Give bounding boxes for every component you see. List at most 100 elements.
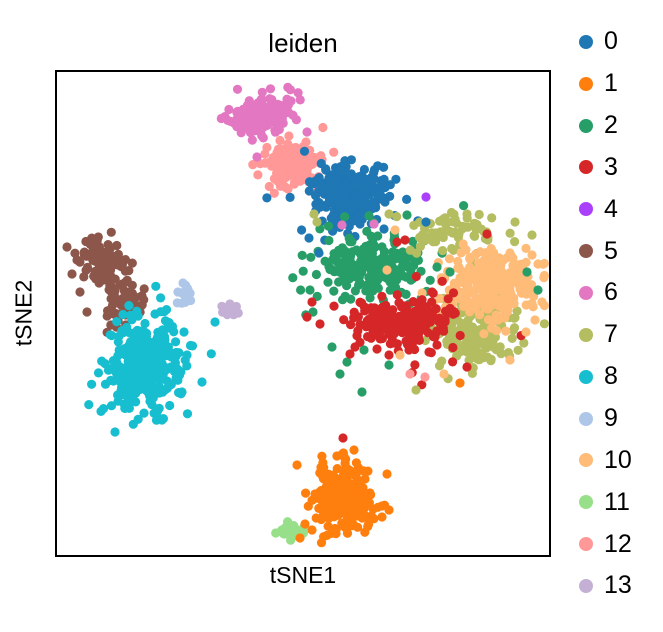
data-point bbox=[296, 285, 306, 295]
data-point bbox=[353, 463, 363, 473]
data-point bbox=[140, 318, 150, 329]
data-point bbox=[124, 391, 134, 401]
data-point bbox=[379, 177, 389, 187]
data-point bbox=[142, 328, 152, 338]
data-point bbox=[366, 490, 376, 500]
data-point bbox=[273, 99, 283, 109]
data-point bbox=[307, 525, 317, 535]
data-point bbox=[123, 290, 134, 300]
data-point bbox=[363, 245, 373, 255]
data-point bbox=[107, 330, 117, 341]
data-point bbox=[348, 264, 358, 274]
data-point bbox=[424, 347, 434, 357]
legend-item-9: 9 bbox=[579, 398, 632, 440]
data-point bbox=[210, 317, 220, 327]
data-point bbox=[377, 242, 387, 252]
data-point bbox=[151, 281, 161, 291]
data-point bbox=[438, 246, 448, 256]
data-point bbox=[133, 414, 143, 424]
data-point bbox=[521, 243, 531, 253]
data-point bbox=[295, 95, 305, 105]
data-point bbox=[152, 362, 162, 372]
data-point bbox=[330, 473, 341, 483]
data-point bbox=[297, 225, 307, 235]
data-point bbox=[508, 325, 518, 335]
data-point bbox=[363, 466, 373, 476]
data-point bbox=[477, 297, 487, 307]
data-point bbox=[354, 197, 364, 207]
data-point bbox=[430, 332, 440, 342]
data-point bbox=[421, 312, 431, 323]
data-point bbox=[342, 357, 352, 367]
data-point bbox=[324, 262, 334, 272]
data-point bbox=[259, 122, 269, 132]
data-point bbox=[93, 368, 104, 378]
data-point bbox=[316, 538, 327, 548]
data-point bbox=[350, 286, 360, 296]
data-point bbox=[516, 259, 526, 269]
data-point bbox=[377, 501, 387, 511]
data-point bbox=[489, 248, 499, 258]
data-point bbox=[375, 189, 385, 199]
data-point bbox=[159, 307, 169, 317]
data-point bbox=[217, 301, 227, 311]
data-point bbox=[539, 319, 549, 329]
data-point bbox=[315, 224, 325, 234]
data-point bbox=[305, 285, 315, 295]
data-point bbox=[314, 173, 324, 183]
data-point bbox=[369, 219, 379, 229]
data-point bbox=[330, 523, 340, 534]
data-point bbox=[377, 291, 387, 301]
legend-item-6: 6 bbox=[579, 272, 632, 314]
data-point bbox=[367, 204, 377, 214]
data-point bbox=[288, 164, 298, 174]
data-point bbox=[97, 356, 107, 366]
data-point bbox=[84, 400, 94, 410]
data-point bbox=[323, 277, 333, 287]
data-point bbox=[455, 330, 465, 341]
data-point bbox=[359, 345, 369, 355]
data-point bbox=[456, 345, 466, 355]
data-point bbox=[415, 241, 426, 251]
data-point bbox=[522, 267, 532, 277]
data-point bbox=[366, 172, 377, 182]
data-point bbox=[383, 325, 393, 336]
legend-swatch bbox=[579, 537, 593, 552]
legend-item-12: 12 bbox=[579, 523, 632, 565]
data-point bbox=[307, 159, 318, 169]
data-point bbox=[124, 328, 134, 338]
data-point bbox=[398, 247, 408, 257]
data-point bbox=[311, 269, 321, 280]
data-point bbox=[113, 337, 123, 347]
data-point bbox=[474, 209, 484, 220]
legend-item-8: 8 bbox=[579, 356, 632, 398]
data-point bbox=[338, 295, 348, 305]
data-point bbox=[160, 362, 170, 372]
data-point bbox=[162, 323, 172, 333]
data-point bbox=[368, 325, 378, 335]
data-point bbox=[492, 275, 502, 285]
data-point bbox=[338, 448, 348, 458]
data-point bbox=[510, 217, 520, 227]
data-point bbox=[135, 384, 145, 394]
data-point bbox=[103, 306, 113, 316]
data-point bbox=[290, 177, 300, 187]
data-point bbox=[332, 174, 342, 184]
data-point bbox=[170, 358, 180, 368]
data-point bbox=[464, 345, 474, 355]
legend-swatch bbox=[579, 285, 593, 300]
data-point bbox=[67, 269, 77, 279]
data-point bbox=[269, 188, 279, 198]
data-point bbox=[247, 135, 257, 145]
data-point bbox=[304, 233, 314, 243]
data-point bbox=[182, 361, 192, 371]
legend-item-11: 11 bbox=[579, 481, 632, 523]
data-point bbox=[456, 275, 467, 285]
data-point bbox=[118, 309, 128, 320]
data-point bbox=[147, 375, 157, 385]
data-point bbox=[355, 219, 365, 229]
data-point bbox=[348, 506, 358, 516]
data-point bbox=[450, 214, 460, 224]
data-point bbox=[285, 192, 295, 202]
